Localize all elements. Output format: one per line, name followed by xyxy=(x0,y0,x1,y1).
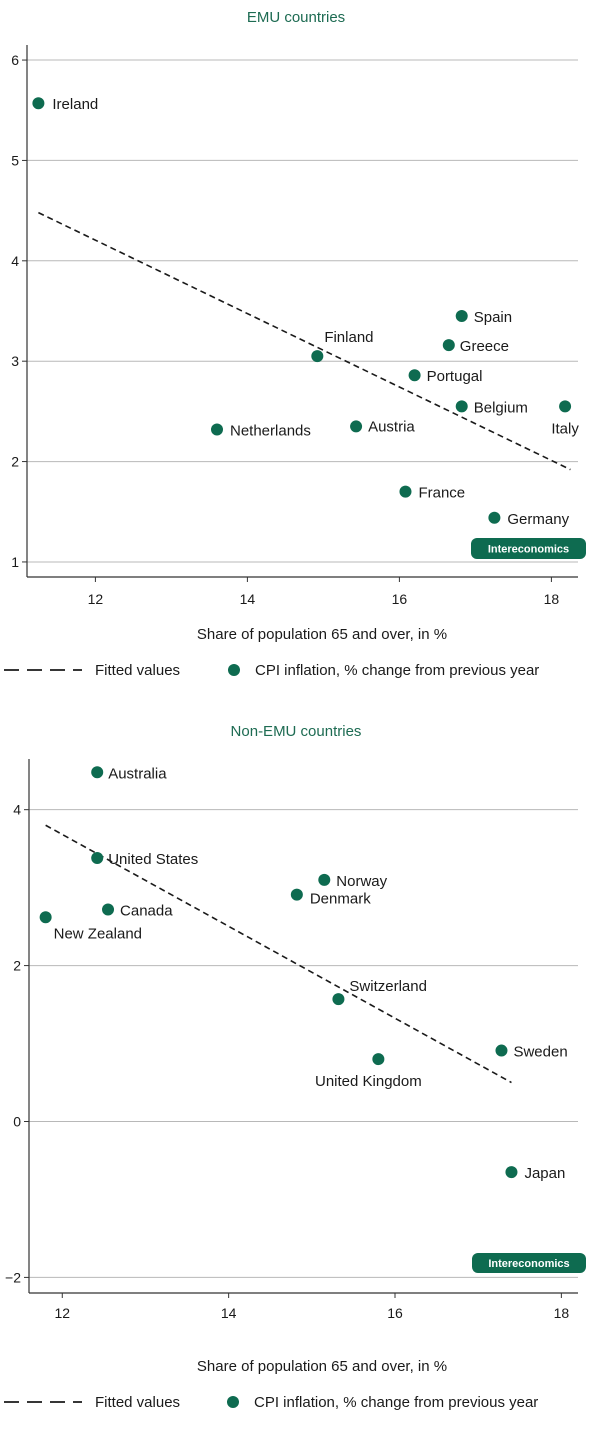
emu-fitted-line xyxy=(38,211,571,471)
non-emu-chart: Non-EMU countries −2 0 2 4 12 14 16 18 Share of p… xyxy=(4,723,586,1411)
non-emu-label-new-zealand: New Zealand xyxy=(54,925,142,942)
non-emu-label-denmark: Denmark xyxy=(310,891,371,908)
emu-label-greece: Greece xyxy=(460,338,509,355)
emu-label-ireland: Ireland xyxy=(52,96,98,113)
non-emu-legend-fitted-label: Fitted values xyxy=(95,1394,180,1411)
emu-point-austria xyxy=(350,420,363,433)
emu-label-finland: Finland xyxy=(324,329,373,346)
non-emu-legend-cpi-label: CPI inflation, % change from previous ye… xyxy=(254,1394,538,1411)
emu-y-tick-label: 4 xyxy=(11,253,19,269)
non-emu-y-tick-label: 4 xyxy=(13,802,21,818)
non-emu-point-united-states xyxy=(91,852,104,865)
emu-point-greece xyxy=(442,339,455,352)
non-emu-label-australia: Australia xyxy=(108,765,167,782)
non-emu-point-switzerland xyxy=(332,993,345,1006)
emu-x-tick-label: 14 xyxy=(240,591,256,607)
emu-label-france: France xyxy=(418,485,465,502)
non-emu-chart-wrap: Non-EMU countries −2 0 2 4 12 14 16 18 Share of p… xyxy=(0,716,590,1452)
emu-x-tick-label: 18 xyxy=(544,591,560,607)
non-emu-legend-dot-key xyxy=(227,1396,239,1408)
non-emu-point-canada xyxy=(102,903,115,916)
emu-point-spain xyxy=(455,310,468,323)
emu-label-germany: Germany xyxy=(507,511,569,528)
emu-x-axis-title: Share of population 65 and over, in % xyxy=(197,626,447,643)
non-emu-chart-title: Non-EMU countries xyxy=(231,723,362,740)
emu-legend-fitted-label: Fitted values xyxy=(95,662,180,679)
emu-x-tick-label: 12 xyxy=(88,591,104,607)
emu-point-netherlands xyxy=(211,423,223,436)
non-emu-x-tick-label: 14 xyxy=(221,1305,237,1321)
non-emu-x-axis-title: Share of population 65 and over, in % xyxy=(197,1358,447,1375)
emu-y-tick-label: 6 xyxy=(11,52,19,68)
non-emu-label-united-kingdom: United Kingdom xyxy=(315,1073,422,1090)
non-emu-y-tick-label: −2 xyxy=(5,1269,21,1285)
emu-legend-dot-key xyxy=(228,664,240,676)
non-emu-point-united-kingdom xyxy=(372,1053,385,1066)
emu-chart-title: EMU countries xyxy=(247,9,345,26)
non-emu-fitted-line xyxy=(45,824,512,1084)
non-emu-label-canada: Canada xyxy=(120,902,173,919)
emu-label-belgium: Belgium xyxy=(474,399,528,416)
non-emu-brand-badge xyxy=(472,1253,586,1273)
emu-label-portugal: Portugal xyxy=(427,368,483,385)
non-emu-x-tick-label: 18 xyxy=(554,1305,570,1321)
emu-y-tick-label: 1 xyxy=(11,554,19,570)
emu-y-tick-label: 3 xyxy=(11,353,19,369)
emu-chart-wrap: EMU countries 1 2 3 4 5 6 12 14 16 18 Share of popu… xyxy=(0,0,590,716)
emu-x-tick-label: 16 xyxy=(392,591,408,607)
emu-label-netherlands: Netherlands xyxy=(230,422,311,439)
emu-point-belgium xyxy=(455,400,468,413)
emu-point-germany xyxy=(488,511,501,524)
non-emu-x-tick-label: 16 xyxy=(387,1305,403,1321)
emu-point-france xyxy=(399,485,412,498)
emu-label-italy: Italy xyxy=(551,420,579,437)
non-emu-point-norway xyxy=(318,873,331,886)
non-emu-brand-badge-text: Intereconomics xyxy=(488,1258,569,1270)
emu-label-austria: Austria xyxy=(368,418,415,435)
emu-brand-badge xyxy=(471,538,586,559)
non-emu-point-sweden xyxy=(495,1044,508,1057)
emu-brand-badge-text: Intereconomics xyxy=(488,544,569,556)
emu-point-ireland xyxy=(32,97,45,110)
non-emu-point-new-zealand xyxy=(39,911,52,924)
non-emu-label-united-states: United States xyxy=(108,851,198,868)
emu-point-finland xyxy=(311,350,324,363)
non-emu-point-denmark xyxy=(290,888,303,901)
emu-point-italy xyxy=(559,400,572,413)
emu-y-tick-label: 2 xyxy=(11,454,19,470)
non-emu-label-japan: Japan xyxy=(524,1165,565,1182)
emu-y-tick-label: 5 xyxy=(11,152,19,168)
emu-label-spain: Spain xyxy=(474,309,512,326)
emu-point-portugal xyxy=(408,369,421,382)
non-emu-y-tick-label: 0 xyxy=(13,1113,21,1129)
non-emu-label-sweden: Sweden xyxy=(513,1044,567,1061)
non-emu-y-tick-label: 2 xyxy=(13,958,21,974)
non-emu-point-australia xyxy=(91,766,104,779)
non-emu-label-switzerland: Switzerland xyxy=(349,978,427,995)
emu-legend-cpi-label: CPI inflation, % change from previous ye… xyxy=(255,662,539,679)
non-emu-label-norway: Norway xyxy=(336,873,387,890)
non-emu-x-tick-label: 12 xyxy=(54,1305,70,1321)
non-emu-point-japan xyxy=(505,1166,518,1179)
